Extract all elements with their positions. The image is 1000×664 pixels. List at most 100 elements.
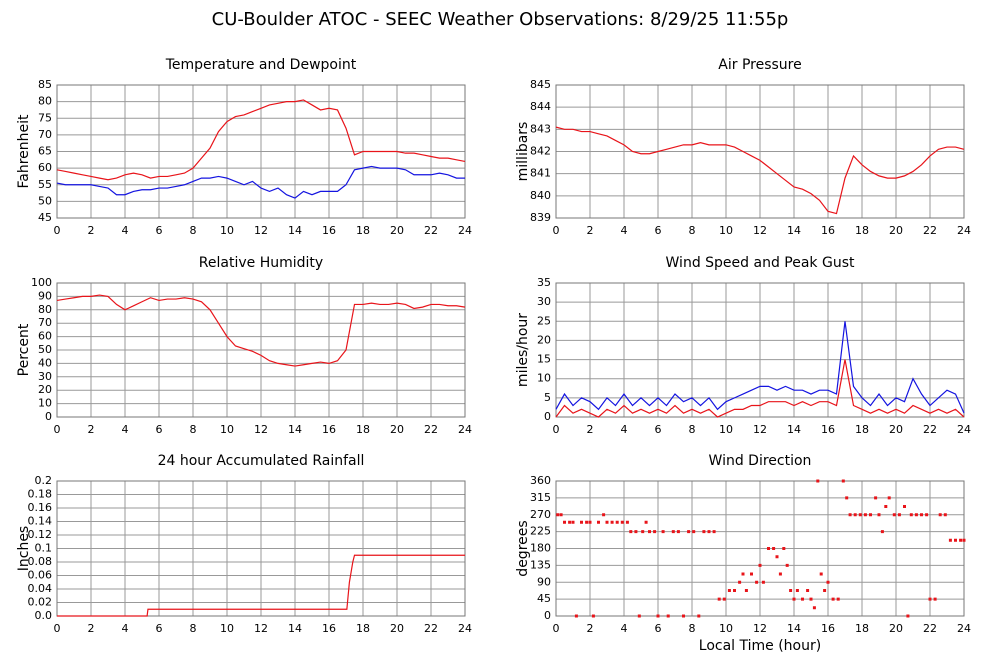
data-point [591, 614, 595, 618]
x-tick-label: 6 [156, 423, 163, 436]
y-tick-label: 10 [38, 397, 52, 410]
data-point [653, 530, 657, 534]
data-point [962, 538, 966, 542]
x-tick-label: 0 [54, 423, 61, 436]
data-point [880, 530, 884, 534]
x-tick-label: 8 [190, 224, 197, 237]
data-point [906, 614, 910, 618]
y-tick-label: 45 [38, 211, 52, 224]
data-point [733, 589, 736, 592]
data-line [56, 99, 466, 181]
x-tick-label: 0 [553, 622, 560, 635]
y-tick-label: 90 [537, 575, 551, 588]
x-tick-label: 6 [655, 224, 662, 237]
data-point [644, 520, 648, 524]
data-point [909, 513, 913, 517]
data-point [727, 589, 731, 592]
data-point [914, 513, 918, 517]
x-tick-label: 10 [719, 224, 733, 237]
x-tick-label: 24 [957, 224, 971, 237]
x-tick-label: 2 [88, 224, 95, 237]
x-tick-label: 14 [288, 423, 302, 436]
data-point [920, 513, 923, 517]
x-tick-label: 4 [621, 224, 628, 237]
x-tick-label: 14 [288, 224, 302, 237]
y-tick-label: 5 [544, 391, 551, 404]
y-axis-label: Percent [16, 323, 32, 376]
y-tick-label: 30 [38, 370, 52, 383]
data-line [57, 554, 465, 617]
data-point [836, 597, 840, 601]
x-tick-label: 22 [424, 224, 438, 237]
y-tick-label: 0.12 [28, 528, 53, 541]
data-point [580, 520, 583, 524]
data-point [559, 513, 563, 517]
x-tick-label: 24 [458, 423, 472, 436]
data-point [943, 513, 947, 517]
x-tick-label: 16 [821, 224, 835, 237]
data-point [741, 572, 745, 576]
x-tick-label: 2 [587, 423, 594, 436]
data-point [707, 530, 711, 534]
y-tick-label: 225 [530, 525, 551, 538]
data-point [785, 563, 789, 567]
x-tick-label: 20 [390, 224, 404, 237]
x-tick-label: 4 [621, 622, 628, 635]
x-tick-label: 6 [655, 622, 662, 635]
x-tick-label: 12 [254, 423, 268, 436]
y-tick-label: 100 [31, 276, 52, 289]
data-point [625, 520, 629, 524]
y-tick-label: 70 [38, 128, 52, 141]
data-point [574, 614, 578, 618]
x-tick-label: 16 [322, 423, 336, 436]
x-tick-label: 14 [787, 423, 801, 436]
data-point [806, 589, 810, 592]
y-axis-label: miles/hour [515, 313, 531, 387]
y-tick-label: 70 [38, 316, 52, 329]
y-tick-label: 35 [537, 276, 551, 289]
data-point [615, 520, 619, 524]
x-tick-label: 16 [821, 622, 835, 635]
x-tick-label: 16 [322, 622, 336, 635]
y-tick-label: 0.06 [28, 569, 53, 582]
x-tick-label: 8 [190, 423, 197, 436]
data-point [845, 496, 849, 500]
x-tick-label: 6 [156, 622, 163, 635]
y-tick-label: 0.18 [28, 488, 53, 501]
data-point [841, 479, 845, 483]
y-tick-label: 315 [530, 491, 551, 504]
data-point [568, 520, 572, 524]
data-point [556, 513, 560, 517]
data-point [874, 496, 878, 500]
x-tick-label: 10 [719, 622, 733, 635]
y-tick-label: 844 [530, 100, 551, 113]
data-point [933, 597, 937, 601]
x-axis-label: Local Time (hour) [699, 638, 821, 654]
y-tick-label: 0.1 [35, 542, 53, 555]
data-point [772, 547, 776, 550]
data-point [959, 538, 963, 542]
data-point [588, 520, 592, 524]
data-point [812, 606, 816, 610]
y-axis-label: millibars [515, 122, 531, 182]
data-point [666, 614, 670, 618]
x-tick-label: 0 [54, 622, 61, 635]
plot-frame [555, 282, 965, 418]
x-tick-label: 18 [855, 622, 869, 635]
y-tick-label: 90 [38, 289, 52, 302]
y-tick-label: 270 [530, 508, 551, 521]
x-tick-label: 4 [621, 423, 628, 436]
y-tick-label: 15 [537, 353, 551, 366]
data-point [641, 530, 645, 534]
x-tick-label: 8 [190, 622, 197, 635]
data-point [954, 538, 957, 542]
y-tick-label: 65 [38, 145, 52, 158]
y-tick-label: 10 [537, 372, 551, 385]
x-tick-label: 14 [787, 622, 801, 635]
data-point [629, 530, 633, 534]
y-tick-label: 840 [530, 189, 551, 202]
x-tick-label: 4 [122, 423, 129, 436]
data-point [775, 555, 779, 559]
y-tick-label: 30 [537, 295, 551, 308]
